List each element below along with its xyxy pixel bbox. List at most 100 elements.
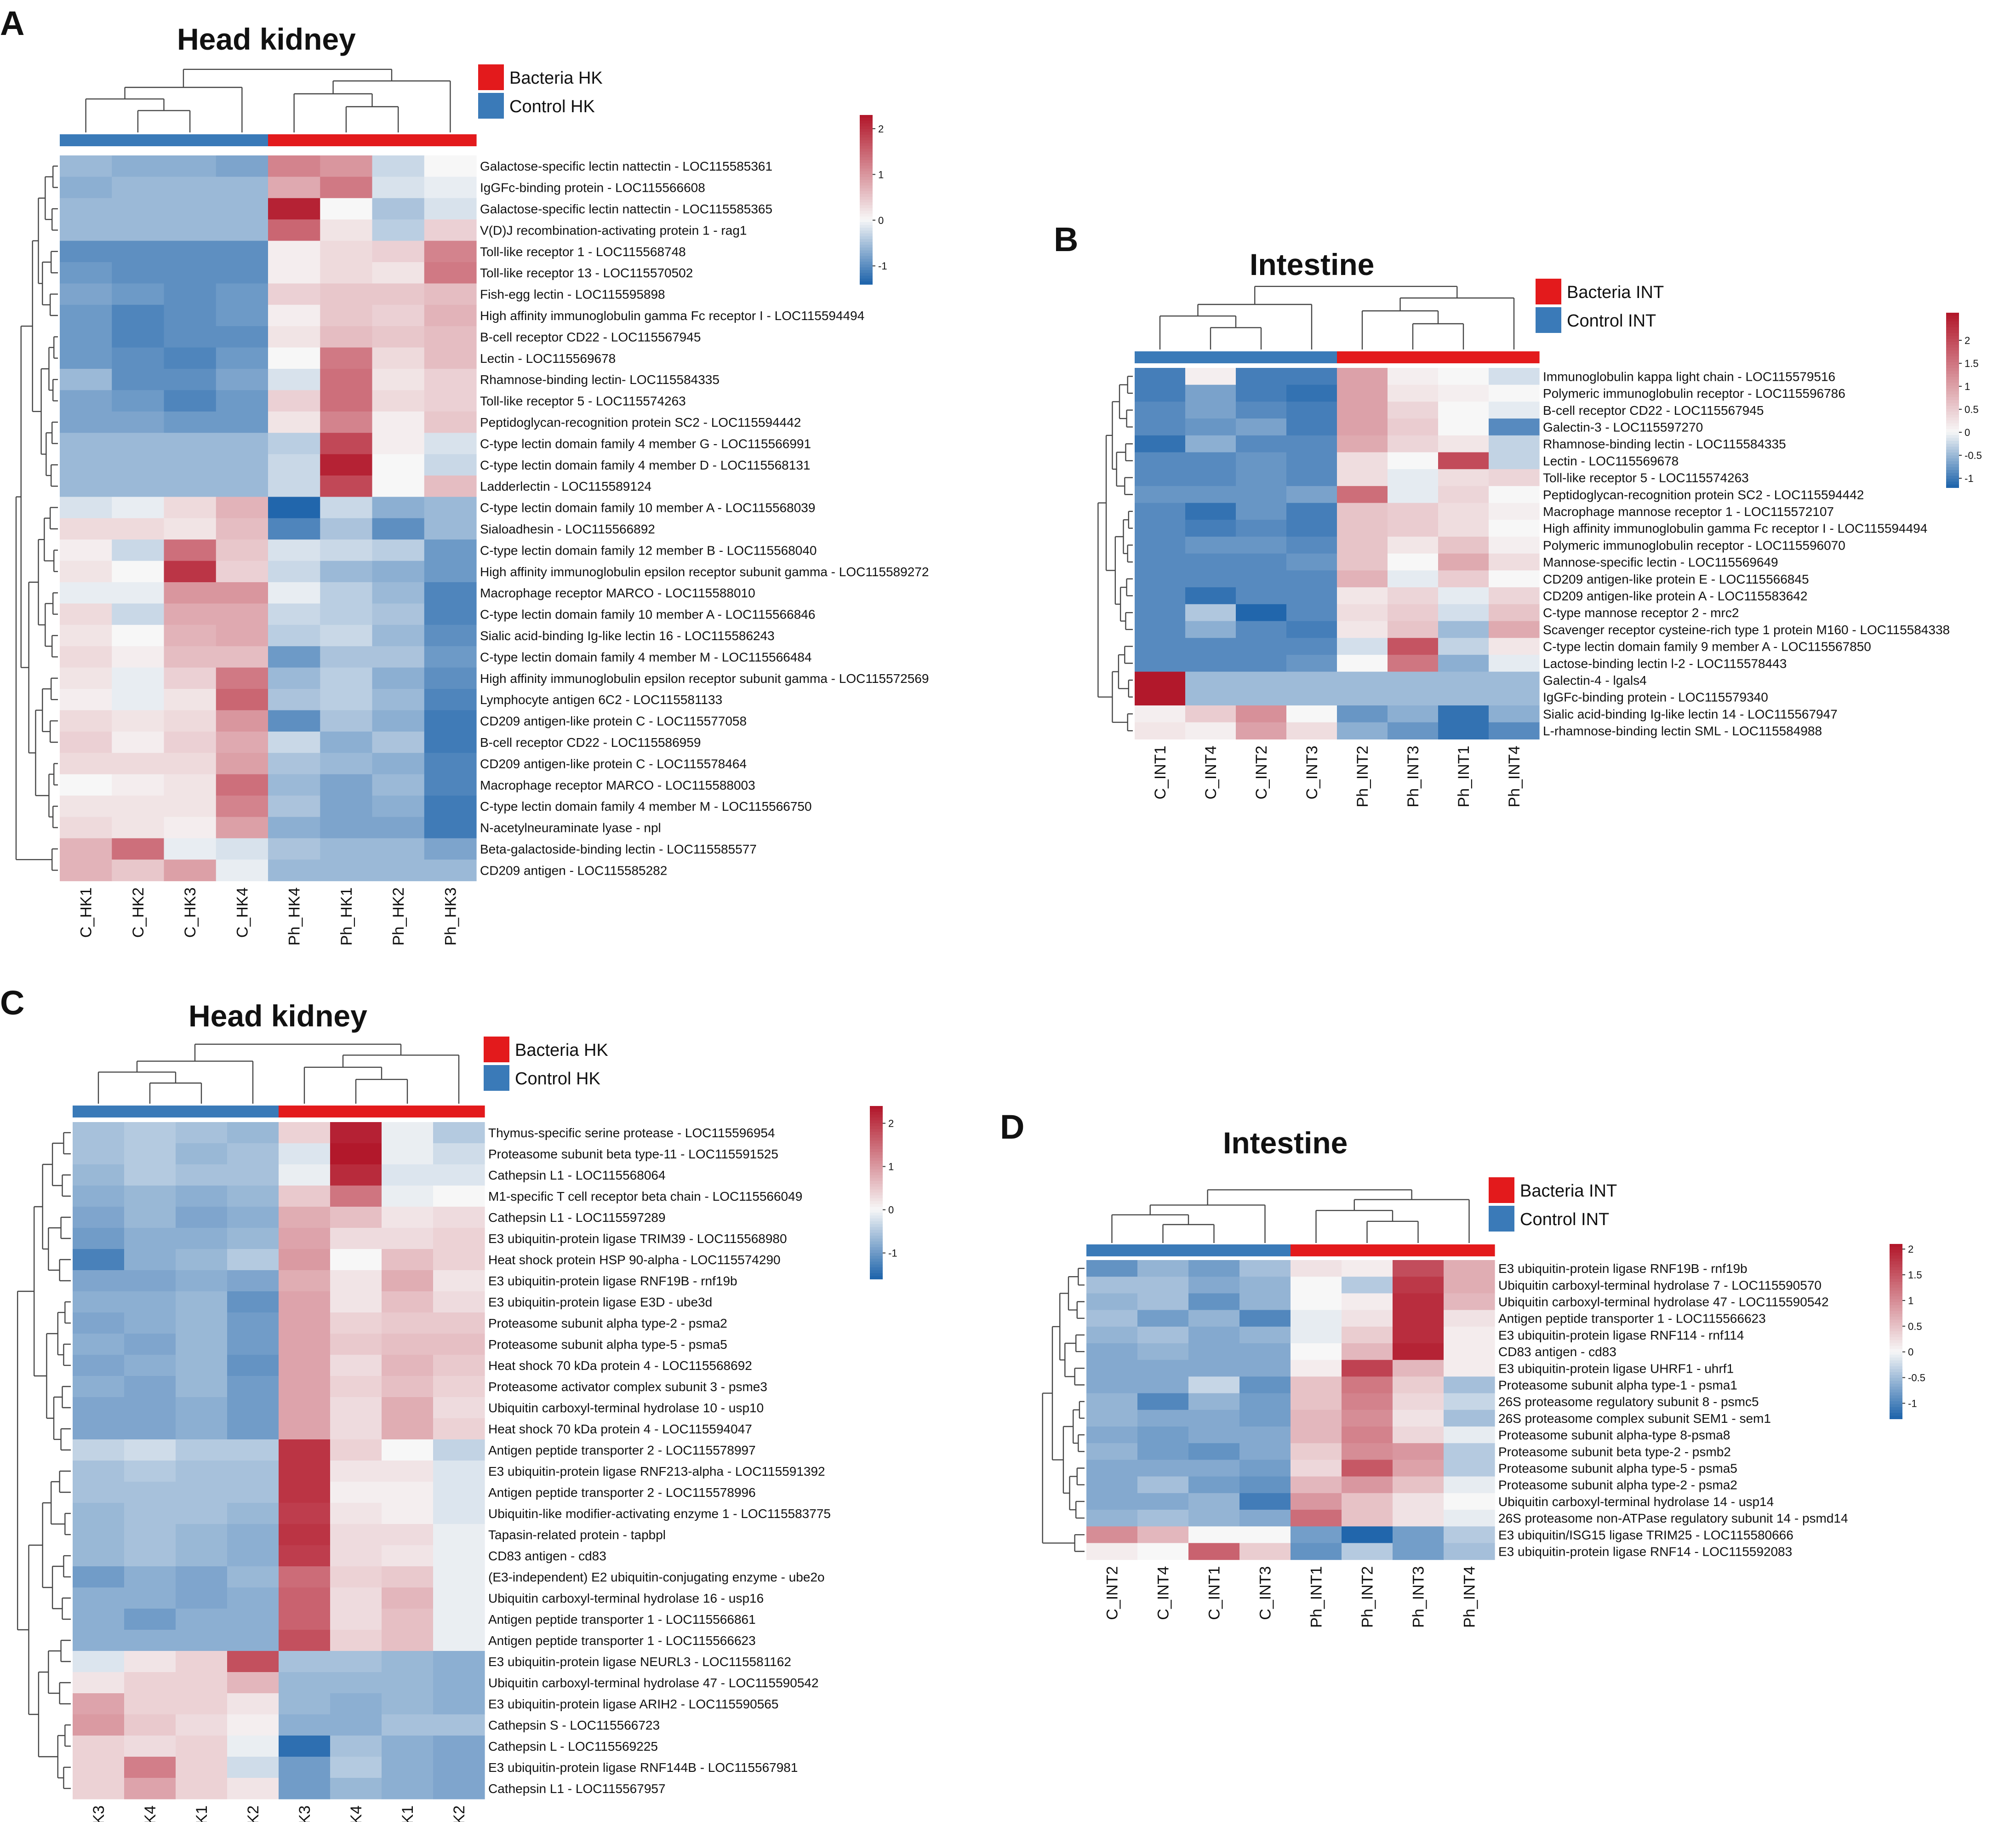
panel-b-cell — [1388, 722, 1439, 739]
panel-a-scale-step — [860, 118, 873, 121]
panel-b-cell — [1337, 587, 1388, 605]
panel-c-cell — [227, 1207, 279, 1228]
panel-c-column-label: C_HK2 — [245, 1805, 262, 1822]
panel-c-cell — [279, 1312, 331, 1334]
panel-a-cell — [424, 241, 477, 263]
panel-b-scale-step — [1946, 435, 1959, 439]
panel-d-scale-step — [1890, 1392, 1902, 1396]
panel-a-row-label: Toll-like receptor 13 - LOC115570502 — [480, 266, 693, 280]
panel-c-cell — [433, 1524, 485, 1546]
panel-d-column-label: C_INT4 — [1155, 1566, 1172, 1620]
panel-a-cell — [164, 731, 217, 753]
panel-b-scale-step — [1946, 453, 1959, 456]
panel-a-cell — [112, 198, 165, 220]
panel-a-cell — [320, 667, 373, 689]
panel-b-cell — [1185, 368, 1236, 385]
panel-d-scale-tick-label: -1 — [1908, 1398, 1917, 1409]
panel-d-scale-step — [1890, 1314, 1902, 1318]
panel-c-letter: C — [0, 984, 24, 1022]
panel-a-scale-step — [860, 151, 873, 155]
panel-a-cell — [216, 390, 268, 412]
panel-c-row-label: Proteasome subunit alpha type-2 - psma2 — [488, 1316, 727, 1330]
panel-d-scale-step — [1890, 1407, 1902, 1410]
panel-b-cell — [1388, 688, 1439, 706]
panel-c-cell — [227, 1630, 279, 1651]
panel-c-cell — [330, 1164, 382, 1186]
panel-a-cell — [164, 177, 217, 199]
panel-d-cell — [1291, 1460, 1342, 1477]
panel-c-cell — [227, 1778, 279, 1799]
panel-b-row-label: Sialic acid-binding Ig-like lectin 14 - … — [1543, 707, 1838, 721]
panel-c-cell — [227, 1566, 279, 1588]
panel-a-cell — [164, 433, 217, 455]
panel-a-cell — [112, 390, 165, 412]
panel-d-cell — [1239, 1543, 1291, 1560]
panel-a-scale-step — [860, 132, 873, 135]
panel-a-legend-label: Bacteria HK — [509, 69, 603, 88]
panel-a-cell — [112, 241, 165, 263]
panel-c-scale-tick-label: 1 — [888, 1161, 894, 1173]
panel-a-cell — [320, 689, 373, 710]
panel-a-cell — [216, 369, 268, 390]
panel-a-scale-tick-label: 2 — [878, 123, 884, 135]
panel-b-cell — [1489, 368, 1540, 385]
panel-a-cell — [60, 433, 112, 455]
panel-d-cell — [1393, 1526, 1444, 1543]
panel-d-cell — [1239, 1393, 1291, 1410]
panel-a-scale-step — [860, 258, 873, 262]
panel-a-cell — [424, 518, 477, 540]
panel-b-cell — [1135, 705, 1186, 723]
panel-b-cell — [1337, 604, 1388, 622]
panel-b-cell — [1185, 621, 1236, 638]
panel-b-cell — [1489, 401, 1540, 419]
panel-a-cell — [60, 262, 112, 284]
panel-b-cell — [1286, 688, 1337, 706]
panel-c-cell — [330, 1524, 382, 1546]
panel-a-cell — [268, 603, 320, 625]
panel-c-row-label: E3 ubiquitin-protein ligase RNF213-alpha… — [488, 1464, 825, 1478]
panel-a-scale-step — [860, 242, 873, 246]
panel-d-scale-step — [1890, 1352, 1902, 1355]
panel-a-scale-step — [860, 134, 873, 138]
panel-a-scale-step — [860, 233, 873, 237]
panel-c-cell — [330, 1249, 382, 1271]
panel-a-scale-step — [860, 146, 873, 149]
panel-d-scale-tick-label: 2 — [1908, 1243, 1913, 1255]
panel-d-cell — [1393, 1293, 1444, 1311]
panel-b-cell — [1438, 418, 1489, 436]
panel-a-cell — [216, 283, 268, 305]
panel-d-scale-tick-label: -0.5 — [1908, 1372, 1925, 1384]
panel-a-cell — [424, 454, 477, 476]
panel-a-row-label: High affinity immunoglobulin epsilon rec… — [480, 671, 929, 686]
panel-c-row-label: Antigen peptide transporter 2 - LOC11557… — [488, 1443, 756, 1457]
panel-d-cell — [1239, 1326, 1291, 1344]
panel-b-cell — [1236, 503, 1287, 520]
panel-a-cell — [320, 390, 373, 412]
panel-d-cell — [1188, 1443, 1240, 1460]
panel-d-cell — [1444, 1310, 1495, 1327]
panel-c-cell — [227, 1291, 279, 1313]
panel-c-cell — [433, 1376, 485, 1398]
panel-d-row-label: Proteasome subunit alpha type-5 - psma5 — [1498, 1461, 1737, 1476]
panel-b-cell — [1438, 570, 1489, 588]
panel-a-scale-step — [860, 222, 873, 226]
panel-a-cell — [112, 625, 165, 647]
panel-c-cell — [433, 1439, 485, 1461]
panel-c-cell — [433, 1672, 485, 1694]
panel-c-scale-step — [870, 1140, 883, 1144]
panel-a-scale-step — [860, 160, 873, 164]
panel-a-row-dendrogram — [15, 166, 58, 871]
panel-b-row-dendrogram — [1097, 376, 1133, 732]
panel-b-scale-step — [1946, 348, 1959, 351]
panel-a-row-labels: Galactose-specific lectin nattectin - LO… — [480, 159, 929, 877]
panel-a-cell — [112, 646, 165, 668]
panel-a-cell — [268, 390, 320, 412]
panel-b-scale-step — [1946, 344, 1959, 348]
panel-c-cell — [176, 1672, 228, 1694]
panel-d-cell — [1239, 1476, 1291, 1494]
panel-b-cell — [1286, 435, 1337, 453]
panel-b-cell — [1286, 621, 1337, 638]
panel-c-cell — [382, 1164, 434, 1186]
panel-a-cell — [424, 582, 477, 604]
panel-b-cell — [1337, 705, 1388, 723]
